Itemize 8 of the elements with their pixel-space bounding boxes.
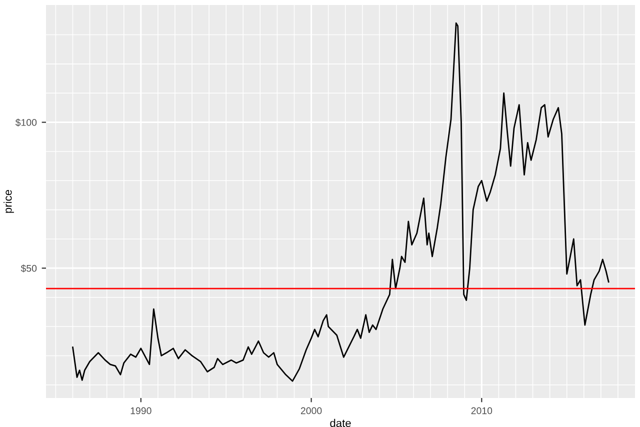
y-axis-title: price bbox=[4, 190, 14, 213]
x-tick-label: 1990 bbox=[130, 407, 152, 414]
x-axis-title: date bbox=[330, 418, 351, 427]
line-series bbox=[72, 22, 610, 382]
y-tick-label: $100 bbox=[15, 118, 37, 126]
x-tick-label: 2010 bbox=[471, 407, 492, 414]
y-tick-label: $50 bbox=[20, 264, 37, 272]
x-tick-label: 2000 bbox=[300, 407, 322, 414]
